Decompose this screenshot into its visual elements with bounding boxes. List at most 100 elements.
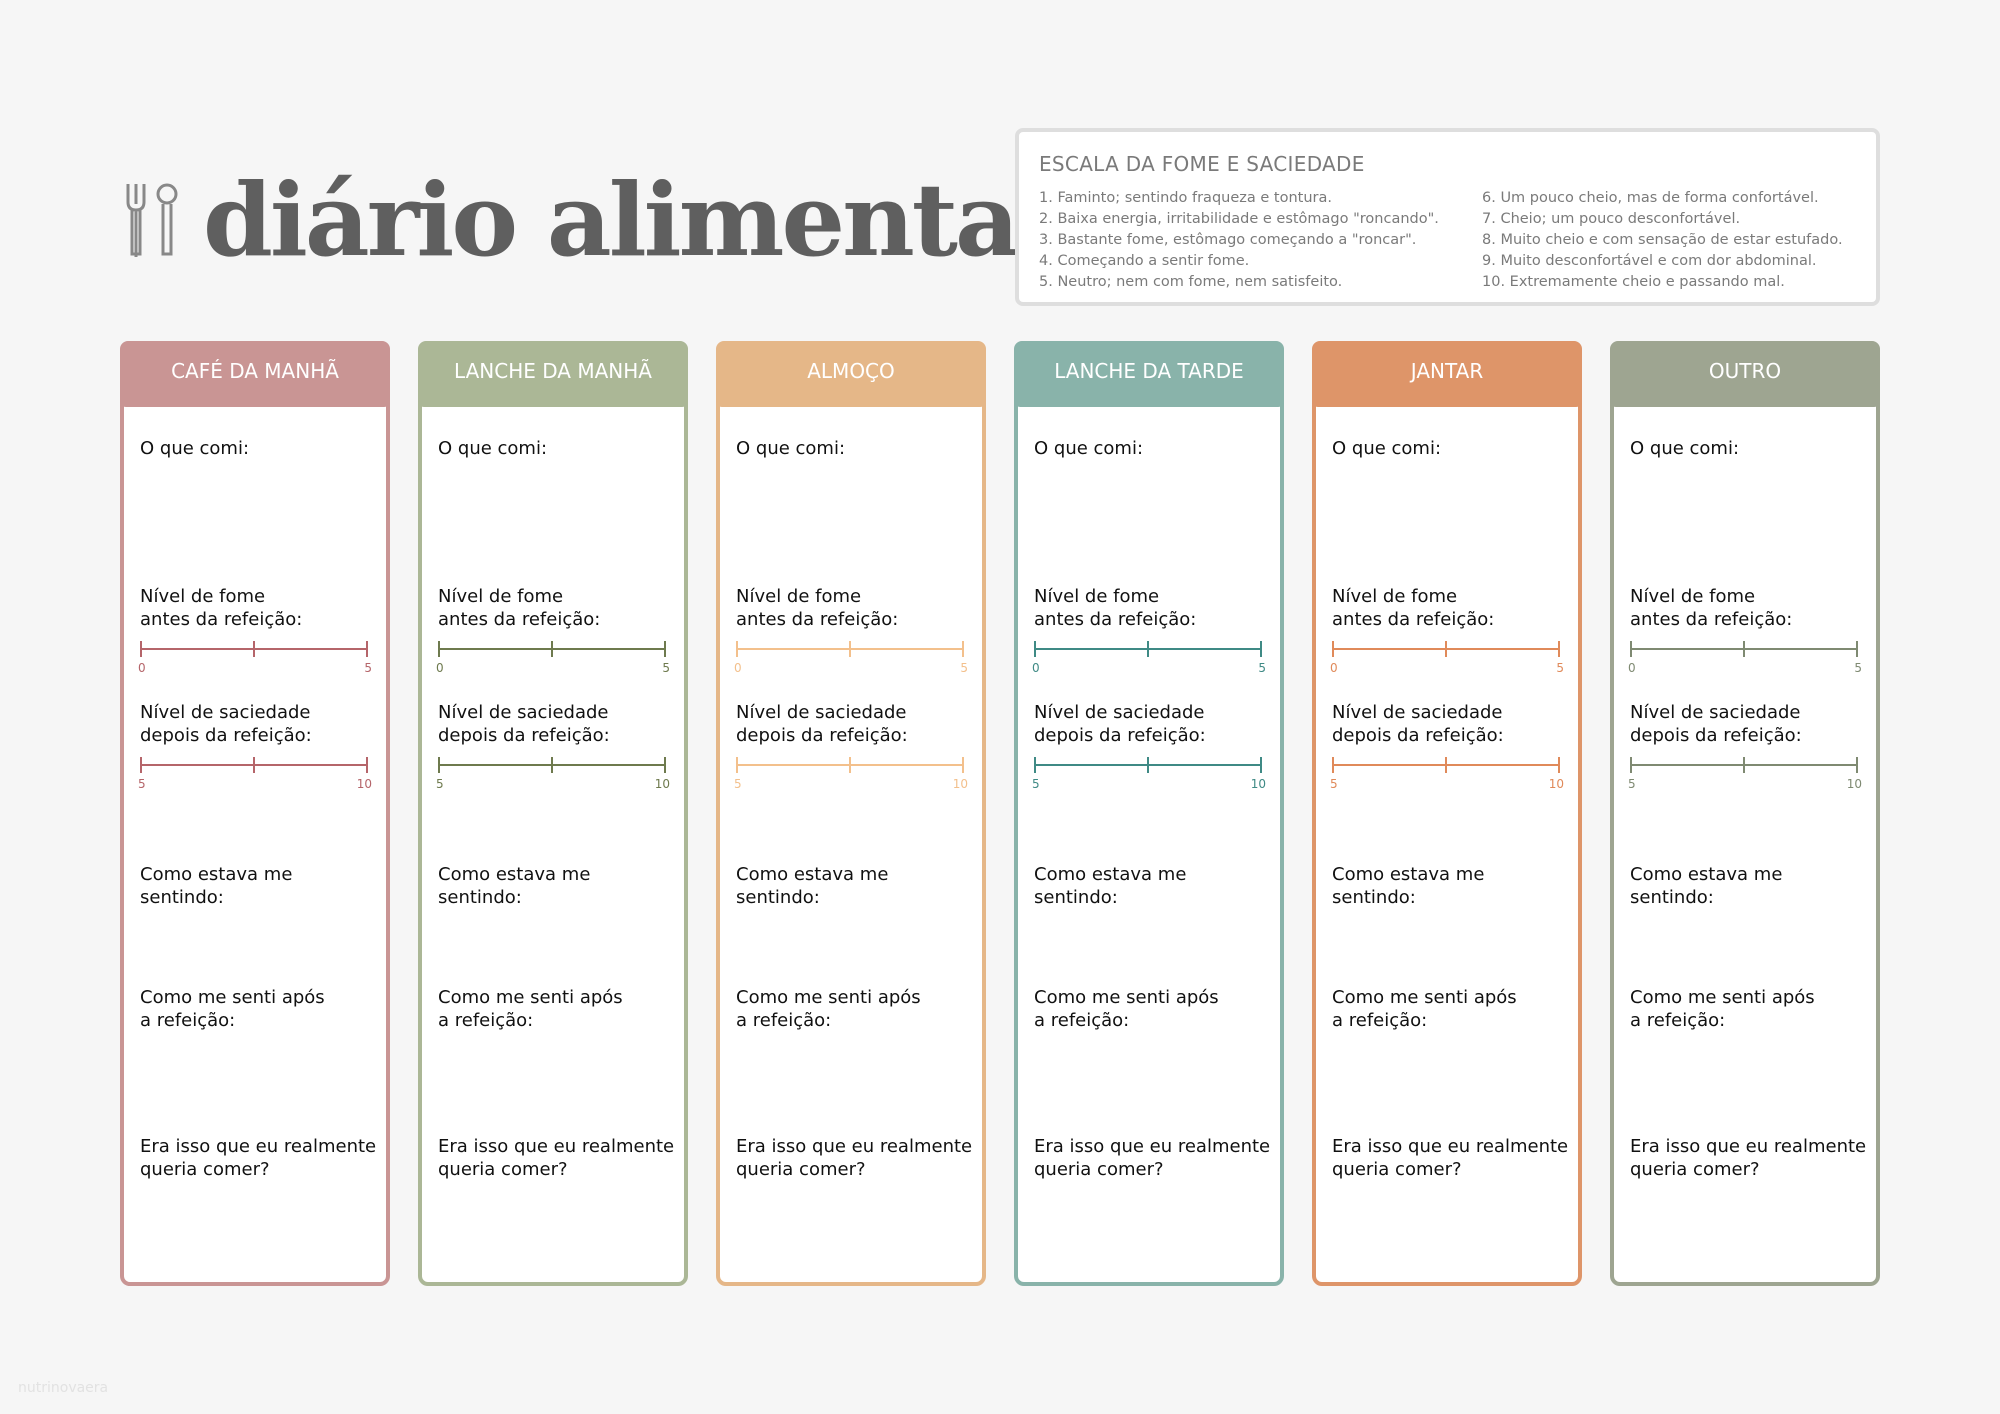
slider-max: 5 bbox=[1556, 661, 1564, 675]
slider-max: 5 bbox=[1258, 661, 1266, 675]
slider-tick bbox=[1558, 757, 1560, 773]
slider-tick bbox=[1743, 641, 1745, 657]
slider-max: 5 bbox=[960, 661, 968, 675]
slider-tick bbox=[1034, 641, 1036, 657]
satiety-scale[interactable]: 5 10 bbox=[734, 755, 968, 791]
page-title: diário alimentar bbox=[125, 161, 1069, 279]
meal-card: LANCHE DA TARDE O que comi: Nível de fom… bbox=[1014, 341, 1284, 1286]
scale-item: 4. Começando a sentir fome. bbox=[1039, 253, 1250, 269]
title-text: diário alimentar bbox=[203, 161, 1069, 279]
satiety-scale[interactable]: 5 10 bbox=[436, 755, 670, 791]
slider-tick bbox=[140, 757, 142, 773]
hunger-label: Nível de fome antes da refeição: bbox=[438, 586, 601, 630]
satiety-scale[interactable]: 5 10 bbox=[1330, 755, 1564, 791]
feeling-label: Como estava me sentindo: bbox=[1630, 864, 1783, 908]
meal-card: ALMOÇO O que comi: Nível de fome antes d… bbox=[716, 341, 986, 1286]
slider-min: 0 bbox=[1628, 661, 1636, 675]
scale-item: 1. Faminto; sentindo fraqueza e tontura. bbox=[1039, 190, 1332, 206]
feeling-label: Como estava me sentindo: bbox=[438, 864, 591, 908]
slider-tick bbox=[1856, 757, 1858, 773]
scale-item: 9. Muito desconfortável e com dor abdomi… bbox=[1482, 253, 1817, 269]
slider-tick bbox=[366, 641, 368, 657]
slider-tick bbox=[1147, 641, 1149, 657]
wanted-label: Era isso que eu realmente queria comer? bbox=[1034, 1136, 1271, 1180]
satiety-label: Nível de saciedade depois da refeição: bbox=[140, 702, 312, 746]
satiety-label: Nível de saciedade depois da refeição: bbox=[1332, 702, 1504, 746]
scale-item: 10. Extremamente cheio e passando mal. bbox=[1482, 274, 1785, 290]
slider-tick bbox=[1147, 757, 1149, 773]
hunger-scale[interactable]: 0 5 bbox=[1330, 639, 1564, 675]
meal-card: CAFÉ DA MANHÃ O que comi: Nível de fome … bbox=[120, 341, 390, 1286]
slider-tick bbox=[1558, 641, 1560, 657]
slider-max: 10 bbox=[952, 777, 968, 791]
scale-heading: ESCALA DA FOME E SACIEDADE bbox=[1039, 152, 1365, 176]
scale-item: 2. Baixa energia, irritabilidade e estôm… bbox=[1039, 211, 1439, 227]
hunger-satiety-scale: ESCALA DA FOME E SACIEDADE 1. Faminto; s… bbox=[1015, 128, 1880, 306]
hunger-label: Nível de fome antes da refeição: bbox=[140, 586, 303, 630]
slider-tick bbox=[1034, 757, 1036, 773]
satiety-scale[interactable]: 5 10 bbox=[1032, 755, 1266, 791]
scale-item: 7. Cheio; um pouco desconfortável. bbox=[1482, 211, 1741, 227]
slider-tick bbox=[849, 641, 851, 657]
slider-tick bbox=[1630, 641, 1632, 657]
slider-tick bbox=[1332, 757, 1334, 773]
satiety-scale[interactable]: 5 10 bbox=[138, 755, 372, 791]
slider-min: 0 bbox=[1330, 661, 1338, 675]
slider-min: 0 bbox=[1032, 661, 1040, 675]
slider-min: 5 bbox=[1330, 777, 1338, 791]
scale-item: 6. Um pouco cheio, mas de forma confortá… bbox=[1482, 190, 1819, 206]
satiety-label: Nível de saciedade depois da refeição: bbox=[438, 702, 610, 746]
after-meal-label: Como me senti após a refeição: bbox=[1630, 987, 1815, 1031]
slider-tick bbox=[366, 757, 368, 773]
hunger-scale[interactable]: 0 5 bbox=[1032, 639, 1266, 675]
slider-tick bbox=[962, 757, 964, 773]
slider-tick bbox=[736, 757, 738, 773]
scale-item: 8. Muito cheio e com sensação de estar e… bbox=[1482, 232, 1843, 248]
hunger-scale[interactable]: 0 5 bbox=[138, 639, 372, 675]
meal-header: CAFÉ DA MANHÃ bbox=[120, 341, 390, 407]
slider-tick bbox=[253, 757, 255, 773]
cutlery-icon bbox=[126, 183, 178, 257]
feeling-label: Como estava me sentindo: bbox=[1332, 864, 1485, 908]
satiety-label: Nível de saciedade depois da refeição: bbox=[736, 702, 908, 746]
slider-min: 5 bbox=[436, 777, 444, 791]
hunger-scale[interactable]: 0 5 bbox=[436, 639, 670, 675]
slider-tick bbox=[1445, 641, 1447, 657]
what-ate-label: O que comi: bbox=[1630, 438, 1740, 459]
feeling-label: Como estava me sentindo: bbox=[1034, 864, 1187, 908]
after-meal-label: Como me senti após a refeição: bbox=[736, 987, 921, 1031]
wanted-label: Era isso que eu realmente queria comer? bbox=[438, 1136, 675, 1180]
feeling-label: Como estava me sentindo: bbox=[140, 864, 293, 908]
slider-min: 5 bbox=[1032, 777, 1040, 791]
hunger-label: Nível de fome antes da refeição: bbox=[1332, 586, 1495, 630]
hunger-scale[interactable]: 0 5 bbox=[1628, 639, 1862, 675]
slider-tick bbox=[551, 641, 553, 657]
footer-credit: nutrinovaera bbox=[18, 1380, 109, 1396]
slider-tick bbox=[1332, 641, 1334, 657]
meal-header: ALMOÇO bbox=[716, 341, 986, 407]
meal-card: JANTAR O que comi: Nível de fome antes d… bbox=[1312, 341, 1582, 1286]
slider-tick bbox=[551, 757, 553, 773]
slider-min: 0 bbox=[734, 661, 742, 675]
slider-tick bbox=[1260, 757, 1262, 773]
hunger-scale[interactable]: 0 5 bbox=[734, 639, 968, 675]
slider-tick bbox=[140, 641, 142, 657]
slider-tick bbox=[438, 757, 440, 773]
slider-max: 10 bbox=[356, 777, 372, 791]
slider-max: 5 bbox=[364, 661, 372, 675]
slider-tick bbox=[849, 757, 851, 773]
slider-tick bbox=[664, 757, 666, 773]
meal-header: JANTAR bbox=[1312, 341, 1582, 407]
after-meal-label: Como me senti após a refeição: bbox=[438, 987, 623, 1031]
slider-max: 10 bbox=[1250, 777, 1266, 791]
slider-tick bbox=[1445, 757, 1447, 773]
meal-header: OUTRO bbox=[1610, 341, 1880, 407]
what-ate-label: O que comi: bbox=[1034, 438, 1144, 459]
slider-min: 0 bbox=[138, 661, 146, 675]
slider-tick bbox=[1630, 757, 1632, 773]
wanted-label: Era isso que eu realmente queria comer? bbox=[1332, 1136, 1569, 1180]
what-ate-label: O que comi: bbox=[736, 438, 846, 459]
satiety-scale[interactable]: 5 10 bbox=[1628, 755, 1862, 791]
scale-item: 3. Bastante fome, estômago começando a "… bbox=[1039, 232, 1417, 248]
slider-max: 10 bbox=[1846, 777, 1862, 791]
